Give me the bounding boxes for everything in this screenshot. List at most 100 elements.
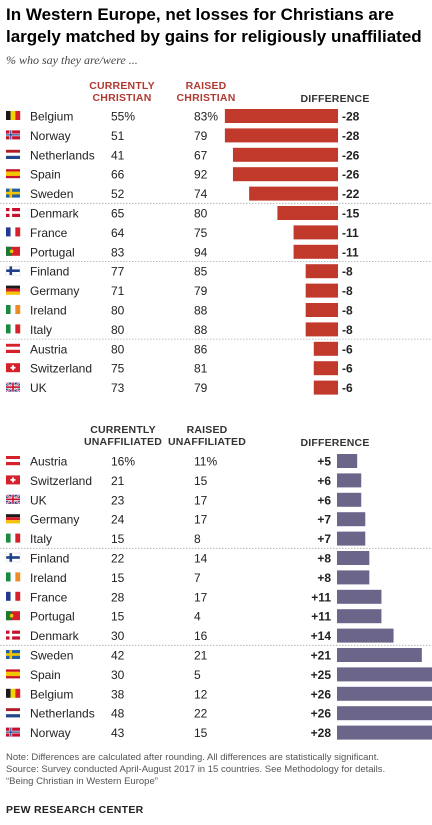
country-label: Ireland [30,571,67,585]
difference-label: +26 [311,707,332,721]
report-title-text: “Being Christian in Western Europe” [6,776,158,787]
col-header-currently-christian: CURRENTLY CHRISTIAN [89,80,155,104]
currently-value: 16% [111,455,135,469]
difference-bar [293,225,338,240]
raised-value: 85 [194,265,208,279]
country-label: Italy [30,323,52,337]
country-label: Spain [30,668,61,682]
currently-value: 64 [111,226,125,240]
currently-value: 22 [111,552,125,566]
col-header-currently-unaffiliated: CURRENTLY UNAFFILIATED [83,424,163,448]
raised-value: 15 [194,726,208,740]
belgium-flag-icon [6,688,21,698]
currently-value: 15 [111,610,125,624]
difference-label: +7 [317,532,331,546]
difference-bar [232,147,338,162]
austria-flag-icon [6,456,20,466]
difference-bar [337,570,370,585]
raised-value: 17 [194,513,208,527]
country-label: Finland [30,265,69,279]
portugal-flag-icon [6,611,20,621]
currently-value: 71 [111,284,125,298]
difference-label: -15 [342,207,360,221]
currently-value: 80 [111,323,125,337]
difference-bar [337,686,432,701]
uk-flag-icon [5,381,21,393]
currently-value: 55% [111,110,135,124]
notes: Note: Differences are calculated after r… [6,752,430,788]
source-text: Source: Survey conducted April-August 20… [6,764,386,775]
raised-value: 79 [194,381,208,395]
difference-bar [337,706,432,721]
difference-bar [337,551,370,565]
country-label: Denmark [30,207,80,221]
difference-bar [232,167,338,182]
difference-bar [313,341,338,356]
currently-value: 51 [111,129,125,143]
difference-bar [313,361,338,376]
difference-label: -6 [342,342,353,356]
difference-bar [337,628,394,643]
country-label: Belgium [30,110,73,124]
raised-value: 17 [194,590,208,604]
raised-value: 79 [194,284,208,298]
country-label: Switzerland [30,474,92,488]
difference-bar [305,322,338,337]
sweden-flag-icon [6,650,20,659]
difference-label: -22 [342,187,360,201]
col-header-difference-unaffiliated: DIFFERENCE [300,437,370,449]
difference-label: +8 [317,571,331,585]
difference-label: +21 [311,649,332,663]
difference-label: +5 [317,455,331,469]
ireland-flag-icon [6,305,21,314]
spain-flag-icon [6,669,20,679]
raised-value: 7 [194,571,201,585]
currently-value: 75 [111,362,125,376]
difference-bar [337,454,358,468]
col-header-raised-christian: RAISED CHRISTIAN [176,80,236,104]
country-label: Switzerland [30,362,92,376]
difference-label: -6 [342,362,353,376]
chart-subtitle: % who say they are/were ... [6,53,138,67]
currently-value: 80 [111,342,125,356]
country-label: Germany [30,284,79,298]
note-text: Note: Differences are calculated after r… [6,752,379,763]
netherlands-flag-icon [6,149,20,159]
raised-value: 8 [194,532,201,546]
currently-value: 65 [111,207,125,221]
currently-value: 73 [111,381,125,395]
raised-value: 79 [194,129,208,143]
country-label: UK [30,381,47,395]
raised-value: 4 [194,610,201,624]
difference-label: -11 [342,245,359,259]
raised-value: 16 [194,629,208,643]
raised-value: 15 [194,474,208,488]
raised-value: 21 [194,649,208,663]
difference-label: -28 [342,110,360,124]
difference-bar [224,128,338,143]
currently-value: 77 [111,265,125,279]
difference-bar [337,473,362,488]
germany-flag-icon [6,514,20,524]
raised-value: 12 [194,687,208,701]
col-header-raised-unaffiliated: RAISED UNAFFILIATED [167,424,247,448]
difference-label: -8 [342,304,353,318]
switzerland-flag-icon [6,363,20,373]
currently-value: 30 [111,668,125,682]
norway-flag-icon [6,130,20,140]
currently-value: 80 [111,304,125,318]
raised-value: 74 [194,187,208,201]
difference-bar [305,264,338,279]
difference-bar [337,531,366,546]
currently-value: 83 [111,245,125,259]
sweden-flag-icon [6,188,20,198]
country-label: Italy [30,532,52,546]
brand-name: PEW RESEARCH CENTER [6,804,144,816]
uk-flag-icon [5,494,21,505]
raised-value: 17 [194,493,208,507]
difference-label: -28 [342,129,360,143]
currently-value: 43 [111,726,125,740]
country-label: Austria [30,455,68,469]
currently-value: 41 [111,148,125,162]
country-label: Norway [30,726,71,740]
